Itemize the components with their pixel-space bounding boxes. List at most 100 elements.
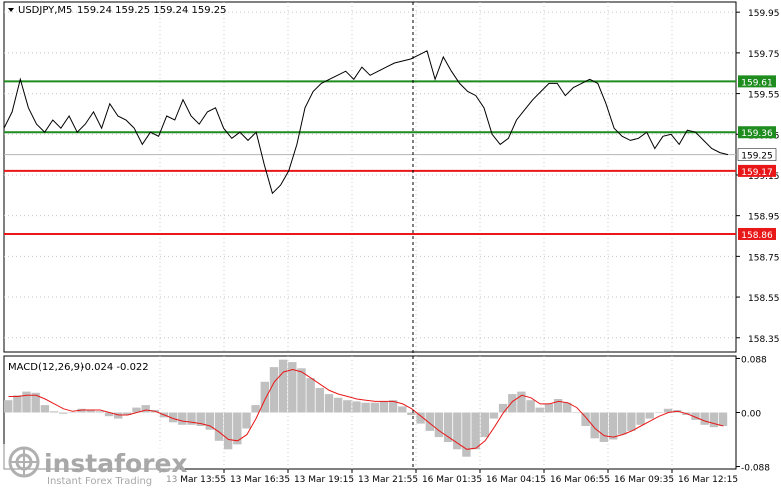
macd-bar bbox=[700, 412, 709, 425]
macd-bar bbox=[104, 412, 114, 417]
macd-bar bbox=[608, 412, 618, 440]
instaforex-watermark: instaforex Instant Forex Trading bbox=[0, 444, 188, 489]
macd-bar bbox=[572, 412, 581, 413]
macd-bar bbox=[526, 400, 535, 413]
horizontal-levels bbox=[4, 80, 736, 235]
macd-bar bbox=[361, 402, 370, 413]
macd-bar bbox=[306, 378, 315, 413]
time-tick-label: 16 Mar 01:35 bbox=[422, 475, 482, 485]
symbol-timeframe[interactable]: USDJPY,M5 bbox=[18, 5, 72, 16]
time-tick-label: 16 Mar 04:15 bbox=[486, 475, 546, 485]
price-tick-label: 159.95 bbox=[748, 9, 780, 19]
macd-bar bbox=[49, 411, 59, 413]
macd-bar bbox=[517, 391, 526, 413]
level-tag-bg bbox=[738, 164, 776, 177]
symbol-dropdown-icon[interactable] bbox=[8, 8, 14, 12]
macd-tick-label: 0.088 bbox=[741, 355, 767, 365]
macd-signal-line bbox=[8, 368, 724, 450]
macd-bar bbox=[718, 412, 728, 426]
macd-bar bbox=[636, 412, 645, 425]
macd-bar bbox=[434, 412, 444, 438]
macd-bar bbox=[599, 412, 609, 442]
level-tag-bg bbox=[738, 126, 776, 139]
main-price-panel[interactable] bbox=[3, 1, 737, 353]
macd-bar bbox=[425, 412, 434, 431]
macd-bar bbox=[132, 407, 141, 413]
macd-bar bbox=[654, 412, 664, 413]
price-tick-label: 158.95 bbox=[748, 213, 780, 223]
macd-bar bbox=[535, 407, 544, 413]
macd-bar bbox=[68, 412, 77, 413]
macd-bar bbox=[333, 397, 343, 413]
level-tag-159.36: 159.36 bbox=[741, 129, 773, 139]
level-tag-158.86: 158.86 bbox=[741, 231, 773, 241]
macd-bar bbox=[324, 394, 334, 413]
macd-tick-label: -0.088 bbox=[741, 464, 770, 474]
macd-bar bbox=[471, 412, 480, 450]
macd-bar bbox=[370, 402, 379, 413]
watermark-brand: instaforex bbox=[44, 449, 188, 478]
macd-bar bbox=[398, 406, 407, 413]
time-tick-label: 16 Mar 09:35 bbox=[614, 475, 674, 485]
macd-bar bbox=[214, 412, 224, 441]
macd-bar bbox=[86, 410, 95, 413]
macd-bar bbox=[169, 412, 178, 423]
macd-bar bbox=[40, 405, 50, 413]
instaforex-logo-icon bbox=[8, 446, 40, 478]
time-tick-label: 13 Mar 16:35 bbox=[230, 475, 290, 485]
macd-bar bbox=[13, 395, 22, 413]
macd-bar bbox=[223, 412, 233, 450]
macd-bar bbox=[709, 412, 719, 428]
macd-bar bbox=[508, 394, 517, 413]
macd-bar bbox=[663, 408, 673, 413]
macd-values: -0.024 -0.022 bbox=[81, 362, 149, 373]
macd-bar bbox=[141, 405, 150, 413]
macd-axis: 0.088 0.00 -0.088 bbox=[736, 355, 770, 474]
level-tag-159.17: 159.17 bbox=[741, 168, 773, 178]
macd-bar bbox=[563, 402, 572, 413]
macd-bar bbox=[123, 412, 132, 415]
macd-bar bbox=[260, 381, 269, 413]
macd-bar bbox=[114, 412, 123, 419]
macd-bar bbox=[498, 403, 508, 413]
price-line bbox=[3, 50, 729, 195]
macd-bar bbox=[4, 400, 13, 413]
price-tick-label: 159.75 bbox=[748, 50, 780, 60]
macd-bar bbox=[288, 362, 297, 413]
macd-bar bbox=[352, 401, 361, 413]
price-tick-label: 158.35 bbox=[748, 335, 780, 345]
time-tick-label: 13 Mar 21:55 bbox=[358, 475, 418, 485]
watermark-tagline: Instant Forex Trading bbox=[47, 476, 152, 487]
macd-bar bbox=[59, 412, 68, 414]
macd-bar bbox=[178, 412, 187, 425]
level-price-tags: 159.61 159.36 159.17 158.86 159.25 bbox=[737, 75, 777, 241]
time-tick-label: 13 Mar 13:55 bbox=[166, 475, 226, 485]
price-tick-label: 158.55 bbox=[748, 294, 780, 304]
macd-bar bbox=[95, 411, 104, 413]
macd-bar bbox=[618, 412, 627, 435]
macd-bar bbox=[251, 405, 260, 413]
macd-bar bbox=[645, 412, 654, 419]
macd-bar bbox=[278, 359, 288, 413]
current-price-tag-bg bbox=[737, 148, 777, 161]
macd-bar bbox=[205, 412, 214, 430]
macd-bar bbox=[297, 368, 306, 413]
macd-bar bbox=[77, 408, 86, 413]
macd-bar bbox=[31, 392, 40, 413]
macd-bar bbox=[553, 399, 563, 413]
time-tick-label: 16 Mar 06:55 bbox=[550, 475, 610, 485]
price-series bbox=[3, 50, 729, 450]
time-axis: 13 Mar 13:55 13 Mar 16:35 13 Mar 19:15 13 M… bbox=[159, 469, 738, 485]
macd-bar bbox=[443, 412, 453, 442]
macd-bar bbox=[343, 400, 352, 413]
macd-bar bbox=[453, 412, 462, 450]
macd-bar bbox=[489, 412, 499, 419]
macd-bar bbox=[581, 412, 590, 426]
macd-bar bbox=[480, 412, 489, 438]
macd-label: MACD(12,26,9) bbox=[8, 362, 84, 373]
level-tag-bg bbox=[738, 75, 776, 88]
macd-bar bbox=[416, 412, 425, 424]
macd-bar bbox=[233, 412, 242, 445]
level-tag-bg bbox=[738, 227, 776, 240]
